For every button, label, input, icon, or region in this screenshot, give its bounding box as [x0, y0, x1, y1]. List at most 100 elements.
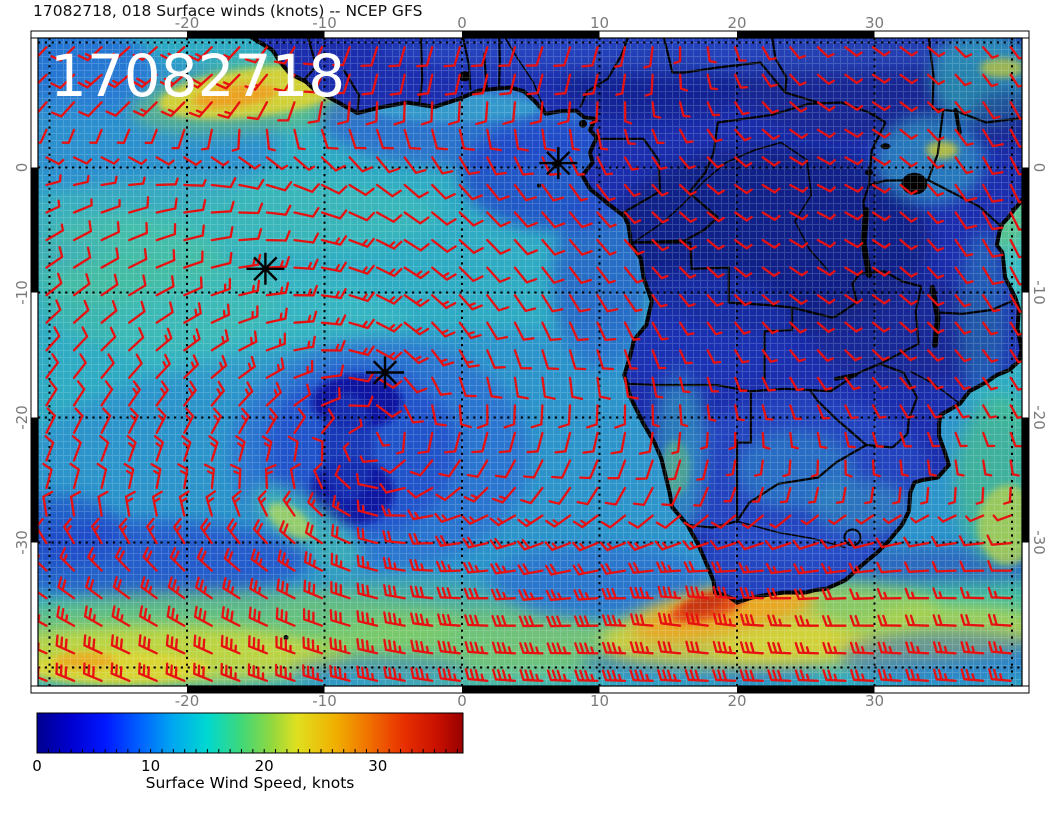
wind-barb — [261, 435, 273, 462]
wind-barb — [100, 247, 120, 269]
wind-barb — [126, 435, 137, 462]
wind-barb — [142, 546, 158, 572]
wind-barb — [56, 605, 76, 627]
wind-barb — [132, 73, 158, 89]
wind-barb — [100, 407, 112, 435]
wind-barb — [89, 128, 103, 144]
wind-barb — [183, 354, 200, 379]
wind-barb — [165, 634, 186, 655]
wind-barb — [683, 560, 709, 573]
wind-barb — [903, 536, 930, 548]
wind-barb — [100, 380, 114, 407]
lon-tick-label-top: 20 — [727, 14, 746, 32]
wind-barb — [111, 605, 131, 627]
wind-barb — [657, 640, 682, 655]
wind-barb — [128, 300, 146, 324]
wind-barb — [792, 539, 820, 550]
wind-barb — [982, 46, 1000, 59]
wind-barb — [320, 209, 348, 220]
wind-barb — [816, 183, 836, 193]
wind-barb — [734, 404, 745, 422]
wind-barb — [238, 156, 261, 170]
wind-barb — [403, 404, 425, 424]
wind-barb — [657, 612, 682, 627]
wind-barb — [706, 156, 725, 169]
wind-barb — [375, 156, 400, 174]
lon-tick-label-bottom: 30 — [865, 692, 884, 710]
wind-barb — [651, 211, 670, 224]
wind-barb — [375, 431, 391, 447]
wind-barb — [769, 514, 792, 529]
wind-barb — [541, 183, 565, 202]
wind-barb — [431, 294, 457, 310]
wind-barb — [403, 238, 430, 252]
wind-barb — [348, 395, 374, 408]
wind-barb — [848, 562, 875, 574]
wind-barb — [871, 238, 891, 249]
wind-barb — [238, 202, 264, 215]
wind-barb — [83, 605, 103, 627]
wind-barb — [320, 235, 348, 246]
colorbar-tick-label: 10 — [141, 757, 160, 775]
wind-barb — [223, 547, 241, 572]
wind-barb — [789, 294, 808, 305]
wind-barb — [568, 238, 593, 256]
wind-barb — [265, 181, 293, 192]
wind-barb — [871, 404, 887, 419]
wind-barb — [69, 490, 82, 517]
frame-segment — [462, 31, 600, 38]
wind-barb — [926, 238, 945, 252]
wind-barb — [519, 669, 544, 682]
wind-barb — [850, 669, 875, 682]
wind-barb — [490, 562, 517, 575]
wind-barb — [526, 431, 544, 454]
wind-barb — [302, 664, 324, 682]
wind-barb — [210, 303, 231, 324]
wind-barb — [1003, 486, 1012, 505]
wind-barb — [293, 183, 320, 193]
wind-barb — [678, 238, 697, 251]
wind-barb — [789, 128, 808, 140]
wind-barb — [503, 404, 517, 429]
wind-barb — [320, 288, 347, 300]
wind-barb — [706, 183, 725, 196]
wind-barb — [541, 266, 565, 284]
wind-barb — [954, 431, 968, 448]
wind-barb — [844, 238, 864, 249]
wind-barb — [513, 183, 537, 202]
wind-barb — [844, 431, 856, 449]
wind-barb — [45, 156, 65, 166]
wind-barb — [623, 128, 636, 146]
wind-barb — [789, 156, 809, 166]
wind-barb — [210, 226, 234, 242]
wind-barb — [700, 431, 709, 450]
wind-barb — [904, 614, 930, 627]
lon-tick-label-bottom: -10 — [312, 692, 337, 710]
wind-barb — [238, 227, 263, 242]
wind-barb — [178, 490, 190, 517]
wind-barb — [45, 272, 63, 297]
wind-barb — [926, 294, 945, 307]
wind-barb — [42, 462, 53, 490]
colorbar-gradient-bar — [36, 712, 464, 754]
wind-barb — [678, 128, 694, 144]
wind-barb — [83, 634, 103, 655]
wind-barb — [330, 552, 351, 572]
wind-barb — [45, 380, 58, 407]
wind-barb — [183, 198, 207, 214]
wind-barb — [926, 349, 945, 362]
wind-barb — [177, 463, 189, 490]
wind-barb — [816, 376, 833, 391]
wind-barb — [337, 101, 351, 125]
lon-tick-label-top: 30 — [865, 14, 884, 32]
wind-barb — [573, 588, 599, 601]
wind-barb — [431, 156, 454, 175]
wind-barb — [1009, 459, 1020, 477]
wind-barb — [568, 128, 580, 151]
wind-barb — [100, 156, 120, 165]
wind-barb — [516, 538, 544, 551]
wind-barb — [601, 641, 627, 655]
wind-barb — [678, 101, 691, 118]
wind-barb — [332, 73, 351, 95]
wind-barbs-layer — [38, 46, 1022, 682]
